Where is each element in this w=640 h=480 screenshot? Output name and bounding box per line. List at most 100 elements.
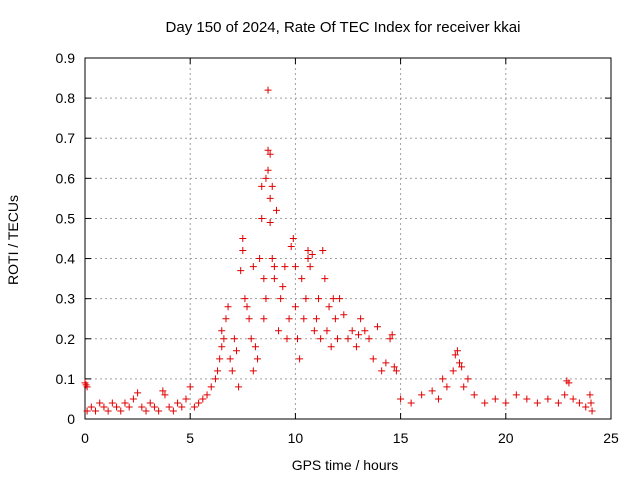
data-point [146,399,154,407]
data-point [247,335,255,343]
data-point [165,403,173,411]
data-point [321,275,329,283]
data-point [443,383,451,391]
data-point [586,391,594,399]
data-point [226,355,234,363]
data-point [279,283,287,291]
data-point [216,355,224,363]
data-point [92,407,100,415]
data-points [81,86,596,415]
data-point [361,327,369,335]
y-tick-label: 0.3 [56,291,76,307]
data-point [251,343,259,351]
data-point [533,399,541,407]
data-point [232,347,240,355]
data-point [407,399,415,407]
data-point [125,403,133,411]
data-point [266,150,274,158]
data-point [481,399,489,407]
data-point [258,214,266,222]
x-tick-label: 25 [603,430,619,446]
data-point [264,86,272,94]
data-point [365,335,373,343]
data-point [243,303,251,311]
data-point [190,403,198,411]
x-tick-label: 20 [498,430,514,446]
data-point [575,399,583,407]
data-point [373,323,381,331]
data-point [302,295,310,303]
data-point [169,407,177,415]
data-point [83,407,91,415]
data-point [569,395,577,403]
data-point [456,359,464,367]
grid-lines [85,58,611,419]
data-point [266,194,274,202]
data-point [352,343,360,351]
data-point [262,174,270,182]
data-point [218,327,226,335]
data-point [83,383,91,391]
data-point [178,403,186,411]
data-point [121,399,129,407]
data-point [235,383,243,391]
data-point [291,263,299,271]
x-tick-label: 0 [81,430,89,446]
data-point [289,235,297,242]
data-point [323,327,331,335]
data-point [544,395,552,403]
data-point [554,399,562,407]
data-point [218,343,226,351]
data-point [386,335,394,343]
data-point [390,363,398,371]
data-point [294,335,302,343]
data-point [283,335,291,343]
y-tick-label: 0.1 [56,371,76,387]
data-point [260,315,268,323]
data-point [268,255,276,263]
data-point [199,395,207,403]
data-point [117,407,125,415]
data-point [344,335,352,343]
data-point [588,407,596,415]
data-point [220,335,228,343]
data-point [264,166,272,174]
data-point [418,391,426,399]
data-point [348,327,356,335]
data-point [458,363,466,371]
x-tick-label: 10 [288,430,304,446]
y-tick-label: 0.4 [56,251,76,267]
y-tick-label: 0 [67,411,75,427]
data-point [100,403,108,411]
data-point [256,255,264,263]
chart-title: Day 150 of 2024, Rate Of TEC Index for r… [166,19,521,36]
data-point [134,389,142,397]
data-point [237,267,245,275]
data-point [287,243,295,251]
data-point [460,383,468,391]
data-point [266,218,274,226]
data-point [207,383,215,391]
data-point [382,359,390,367]
data-point [254,355,262,363]
data-point [150,403,158,411]
data-point [329,295,337,303]
data-point [451,351,459,359]
data-point [582,403,590,411]
data-point [470,391,478,399]
y-tick-label: 0.2 [56,331,76,347]
data-point [312,315,320,323]
data-point [428,387,436,395]
data-point [268,182,276,190]
data-point [195,399,203,407]
data-point [512,391,520,399]
data-point [260,275,268,283]
data-point [142,407,150,415]
data-point [129,395,137,403]
data-point [214,367,222,375]
data-point [108,399,116,407]
data-point [258,182,266,190]
data-point [369,355,377,363]
data-point [388,331,396,339]
